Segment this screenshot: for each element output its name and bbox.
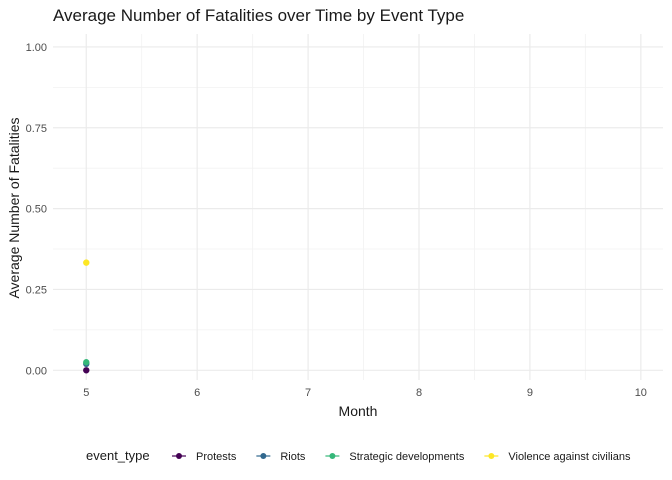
legend-title: event_type bbox=[86, 448, 150, 463]
x-tick-label: 9 bbox=[527, 387, 533, 399]
x-tick-label: 6 bbox=[194, 387, 200, 399]
y-tick-label: 0.25 bbox=[26, 284, 47, 296]
data-point bbox=[83, 367, 90, 374]
x-tick-label: 7 bbox=[305, 387, 311, 399]
data-point bbox=[83, 359, 90, 366]
legend-label: Riots bbox=[280, 451, 306, 463]
series bbox=[83, 359, 90, 366]
series bbox=[83, 367, 90, 374]
legend: event_type Protests Riots Strategic develo… bbox=[86, 448, 631, 463]
legend-key-point bbox=[260, 453, 267, 459]
y-tick-labels: 0.00 0.25 0.50 0.75 1.00 bbox=[26, 42, 47, 377]
y-axis-title: Average Number of Fatalities bbox=[6, 117, 22, 298]
legend-label: Strategic developments bbox=[349, 451, 464, 463]
series-layer bbox=[83, 259, 90, 374]
y-tick-label: 0.75 bbox=[26, 123, 47, 135]
x-tick-label: 10 bbox=[635, 387, 647, 399]
data-point bbox=[83, 259, 90, 266]
legend-key-point bbox=[176, 453, 182, 459]
chart-title: Average Number of Fatalities over Time b… bbox=[53, 6, 464, 25]
legend-items: Protests Riots Strategic developments Viole… bbox=[172, 451, 631, 463]
legend-label: Violence against civilians bbox=[508, 451, 631, 463]
grid bbox=[53, 34, 663, 380]
x-tick-labels: 5 6 7 8 9 10 bbox=[83, 387, 647, 399]
legend-key-point bbox=[329, 453, 336, 459]
x-axis-title: Month bbox=[339, 403, 378, 419]
legend-key-point bbox=[488, 453, 495, 459]
x-tick-label: 8 bbox=[416, 387, 422, 399]
y-tick-label: 1.00 bbox=[26, 42, 47, 54]
legend-label: Protests bbox=[196, 451, 237, 463]
y-tick-label: 0.00 bbox=[26, 365, 47, 377]
x-tick-label: 5 bbox=[83, 387, 89, 399]
series bbox=[83, 259, 90, 266]
y-tick-label: 0.50 bbox=[26, 204, 47, 216]
